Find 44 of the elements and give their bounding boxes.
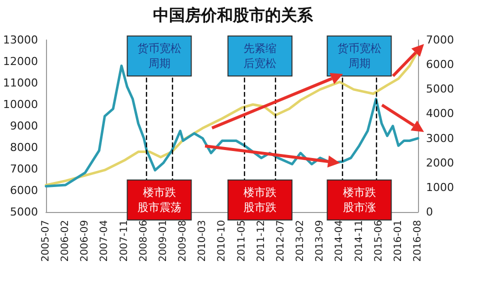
x-tick-label: 2011-05 [236, 220, 248, 262]
y-tick-label: 5000 [10, 206, 38, 218]
x-tick-label: 2014-11 [354, 220, 365, 262]
x-tick-label: 2016-08 [412, 220, 424, 262]
annotation: 先紧缩后宽松 [243, 42, 276, 70]
x-tick-label: 2016-01 [392, 220, 404, 262]
annotation: 楼市跌股市震荡 [137, 186, 182, 214]
x-tick-label: 2011-12 [256, 220, 267, 262]
x-tick-label: 2010-10 [216, 220, 228, 262]
x-tick-label: 2013-02 [295, 220, 306, 262]
x-tick-label: 2013-09 [314, 220, 326, 262]
x-tick-label: 2007-04 [99, 220, 110, 262]
x-tick-label: 2006-09 [80, 220, 91, 262]
y-tick-label: 11000 [2, 76, 38, 90]
y-tick-label: 10000 [2, 98, 38, 111]
y2-tick-label: 2000 [426, 156, 454, 170]
x-tick-label: 2007-11 [118, 220, 130, 262]
y-tick-label: 6000 [10, 184, 38, 197]
x-tick-label: 2014-04 [334, 220, 346, 262]
x-tick-label: 2005-07 [40, 220, 52, 262]
y2-tick-label: 6000 [426, 58, 454, 72]
x-tick-label: 2008-06 [138, 220, 150, 262]
y2-tick-label: 5000 [426, 82, 454, 96]
y2-tick-label: 1000 [426, 180, 454, 194]
x-tick-label: 2012-07 [275, 220, 286, 262]
y2-tick-label: 0 [426, 206, 433, 218]
x-tick-label: 2009-08 [178, 220, 189, 262]
annotation: 货币宽松周期 [337, 42, 382, 70]
annotation: 楼市跌股市涨 [342, 186, 376, 214]
chart-title: 中国房价和股市的关系 [153, 6, 314, 24]
y-tick-label: 7000 [10, 162, 38, 176]
y2-tick-label: 7000 [426, 34, 454, 46]
y-tick-label: 13000 [2, 34, 38, 46]
x-tick-label: 2006-02 [60, 220, 72, 262]
y-tick-label: 9000 [10, 120, 38, 132]
x-tick-label: 2010-03 [197, 220, 208, 262]
x-tick-label: 2009-01 [158, 220, 169, 262]
y2-tick-label: 3000 [426, 132, 454, 145]
y2-tick-label: 4000 [426, 107, 454, 120]
annotation: 货币宽松周期 [137, 42, 182, 70]
y-tick-label: 12000 [2, 55, 38, 68]
y-tick-label: 8000 [10, 141, 38, 154]
annotation: 楼市跌股市跌 [243, 186, 276, 214]
x-tick-label: 2015-06 [373, 220, 384, 262]
